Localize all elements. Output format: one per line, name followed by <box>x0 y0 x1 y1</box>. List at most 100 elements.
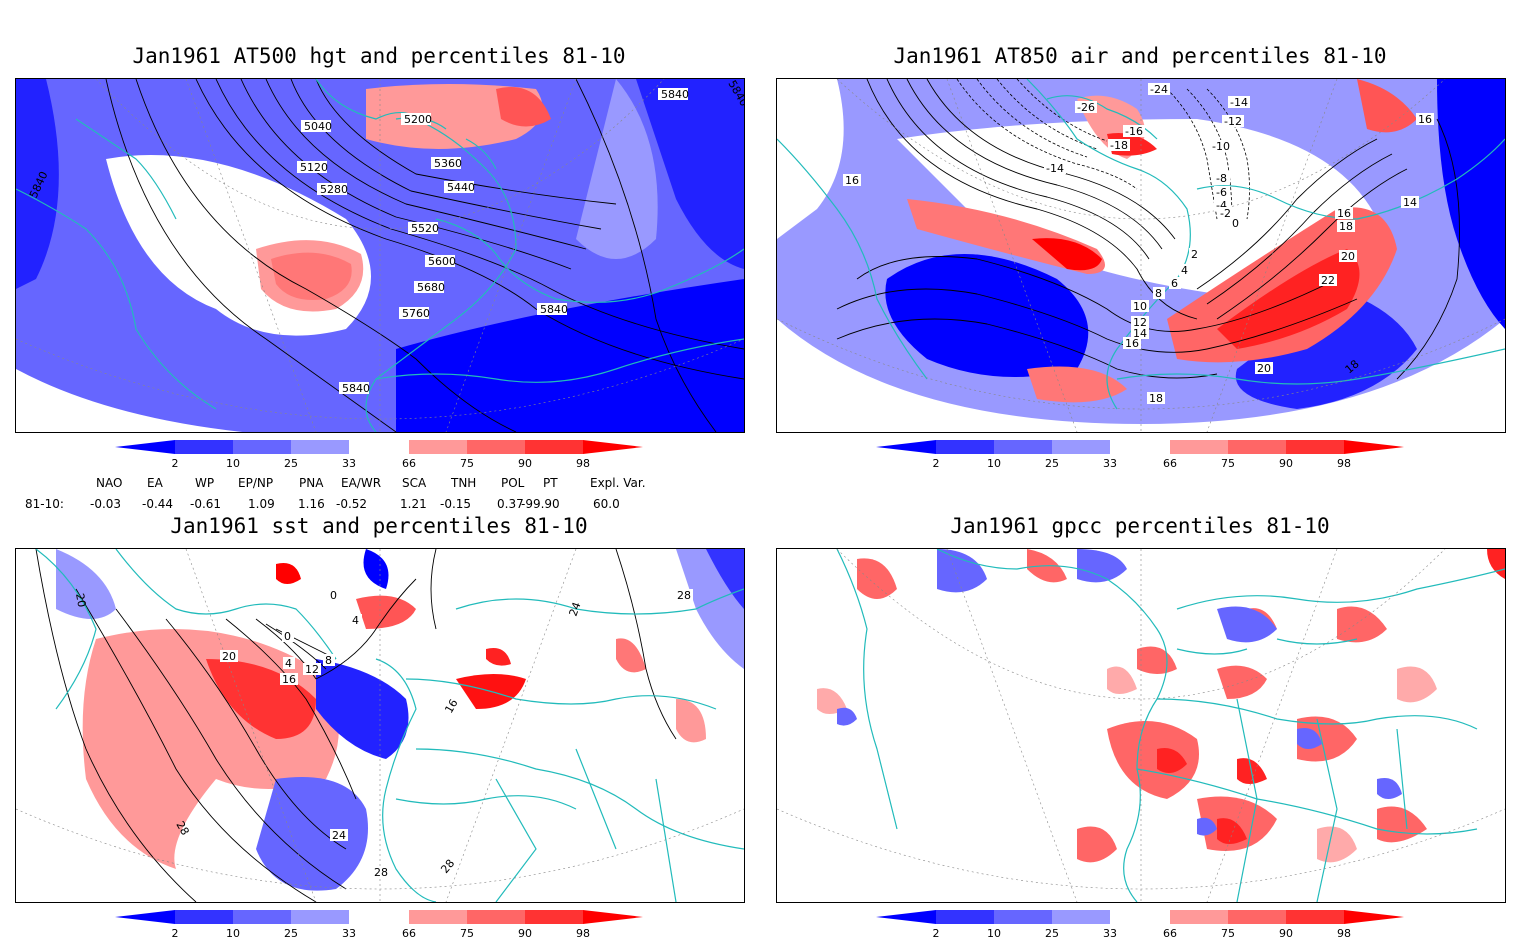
contour-label: -14 <box>1230 96 1248 109</box>
contour-label: -6 <box>1216 186 1227 199</box>
contour-label: -18 <box>1110 139 1128 152</box>
map-panel-hgt: 5040 5120 5200 5280 5360 5440 5520 5600 … <box>15 78 745 433</box>
contour-label: 10 <box>1133 300 1147 313</box>
index-row-label: 81-10: <box>25 497 64 511</box>
contour-label: 18 <box>1339 220 1353 233</box>
colorbar-label: 75 <box>1221 927 1235 940</box>
index-value-pol: 0.37 <box>497 497 524 511</box>
index-value-explvar: 60.0 <box>593 497 620 511</box>
contour-label: 12 <box>1133 316 1147 329</box>
colorbar-label: 10 <box>226 457 240 470</box>
colorbar-label: 90 <box>518 927 532 940</box>
colorbar-gpcc: 2 10 25 33 66 75 90 98 <box>876 910 1406 944</box>
map-panel-gpcc <box>776 548 1506 903</box>
contour-label: 0 <box>330 589 337 602</box>
contour-label: 16 <box>442 697 460 716</box>
contour-label: -2 <box>1220 207 1231 220</box>
index-header-ea: EA <box>147 476 163 490</box>
index-value-pt: -99.90 <box>521 497 560 511</box>
contour-label: 0 <box>1232 217 1239 230</box>
colorbar-air: 2 10 25 33 66 75 90 98 <box>876 440 1406 474</box>
colorbar-label: 10 <box>226 927 240 940</box>
contour-label: 5840 <box>540 303 568 316</box>
colorbar-label: 90 <box>518 457 532 470</box>
colorbar-label: 75 <box>460 457 474 470</box>
contour-label: 16 <box>1125 337 1139 350</box>
colorbar-label: 75 <box>1221 457 1235 470</box>
contour-label: 14 <box>1403 196 1417 209</box>
contour-label: 5760 <box>402 307 430 320</box>
colorbar-label: 33 <box>1103 927 1117 940</box>
colorbar-label: 25 <box>1045 927 1059 940</box>
contour-label: 16 <box>845 174 859 187</box>
colorbar-label: 75 <box>460 927 474 940</box>
index-value-sca: 1.21 <box>400 497 427 511</box>
contour-label: 5040 <box>304 120 332 133</box>
contour-label: 16 <box>282 673 296 686</box>
colorbar-label: 10 <box>987 457 1001 470</box>
map-panel-sst: 0 0 4 4 8 12 16 16 20 20 24 24 28 28 28 … <box>15 548 745 903</box>
contour-label: 0 <box>284 630 291 643</box>
index-value-wp: -0.61 <box>190 497 222 511</box>
colorbar-label: 98 <box>1337 927 1351 940</box>
colorbar-sst: 2 10 25 33 66 75 90 98 <box>115 910 645 944</box>
contour-label: 5680 <box>417 281 445 294</box>
contour-label: 20 <box>1341 250 1355 263</box>
contour-label: 14 <box>1133 327 1147 340</box>
contour-label: 8 <box>325 654 332 667</box>
contour-label: -8 <box>1216 172 1227 185</box>
contour-label: -4 <box>1216 199 1227 212</box>
colorbar-label: 25 <box>1045 457 1059 470</box>
map-panel-air: -26 -24 -18 -16 -14 -14 -12 -10 -8 -6 -4… <box>776 78 1506 433</box>
colorbar-label: 98 <box>576 927 590 940</box>
contour-label: 5200 <box>404 113 432 126</box>
contour-label: 4 <box>352 614 359 627</box>
contour-label: 28 <box>677 589 691 602</box>
colorbar-label: 66 <box>402 457 416 470</box>
colorbar-label: 10 <box>987 927 1001 940</box>
colorbar-label: 66 <box>1163 927 1177 940</box>
index-value-ea: -0.44 <box>142 497 174 511</box>
panel-title-gpcc: Jan1961 gpcc percentiles 81-10 <box>950 514 1330 538</box>
index-header-wp: WP <box>195 476 215 490</box>
contour-label: 18 <box>1149 392 1163 405</box>
colorbar-label: 2 <box>172 457 179 470</box>
contour-label: 4 <box>285 657 292 670</box>
index-header-tnh: TNH <box>451 476 477 490</box>
contour-label: 6 <box>1171 277 1178 290</box>
colorbar-label: 98 <box>1337 457 1351 470</box>
colorbar-label: 2 <box>933 927 940 940</box>
contour-label: 20 <box>222 650 236 663</box>
panel-title-sst: Jan1961 sst and percentiles 81-10 <box>170 514 588 538</box>
contour-label: 5120 <box>300 161 328 174</box>
index-header-pol: POL <box>501 476 525 490</box>
colorbar-label: 66 <box>402 927 416 940</box>
contour-label: 24 <box>567 600 584 618</box>
index-value-tnh: -0.15 <box>440 497 472 511</box>
contour-label: -26 <box>1077 101 1095 114</box>
colorbar-label: 2 <box>172 927 179 940</box>
contour-label: -24 <box>1150 83 1168 96</box>
contour-label: 4 <box>1181 264 1188 277</box>
contour-label: 16 <box>1418 113 1432 126</box>
contour-label: -14 <box>1046 162 1064 175</box>
colorbar-label: 33 <box>342 927 356 940</box>
index-header-pt: PT <box>543 476 558 490</box>
colorbar-label: 90 <box>1279 457 1293 470</box>
colorbar-hgt: 2 10 25 33 66 75 90 98 <box>115 440 645 474</box>
contour-label: -10 <box>1212 140 1230 153</box>
index-header-sca: SCA <box>402 476 427 490</box>
index-value-nao: -0.03 <box>90 497 122 511</box>
colorbar-label: 33 <box>1103 457 1117 470</box>
contour-label: 5840 <box>661 88 689 101</box>
colorbar-label: 66 <box>1163 457 1177 470</box>
index-value-eawr: -0.52 <box>336 497 368 511</box>
contour-label: 20 <box>1257 362 1271 375</box>
contour-label: 5600 <box>428 255 456 268</box>
colorbar-label: 98 <box>576 457 590 470</box>
index-value-pna: 1.16 <box>298 497 325 511</box>
colorbar-label: 90 <box>1279 927 1293 940</box>
contour-label: -16 <box>1125 125 1143 138</box>
panel-title-air: Jan1961 AT850 air and percentiles 81-10 <box>893 44 1387 68</box>
index-header-pna: PNA <box>299 476 324 490</box>
